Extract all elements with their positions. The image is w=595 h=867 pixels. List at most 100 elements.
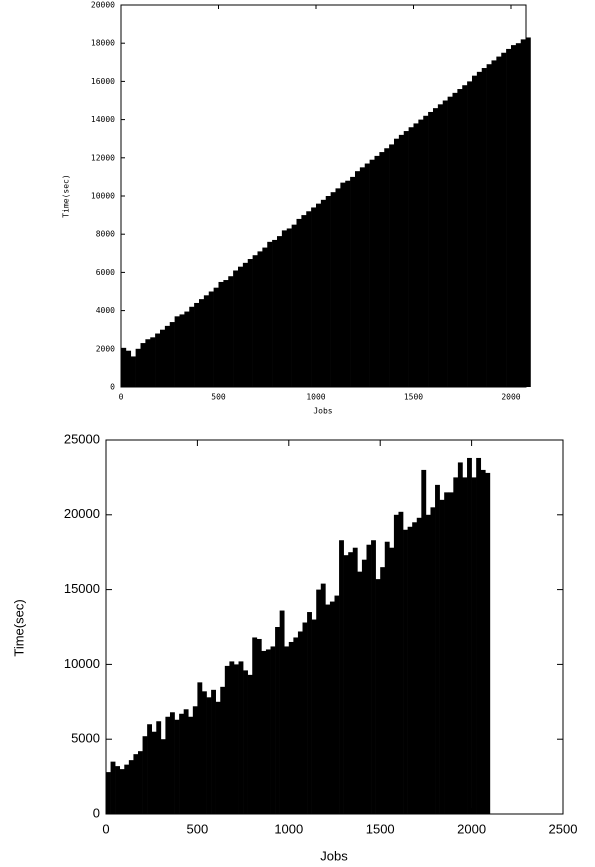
bar xyxy=(228,276,234,387)
bar xyxy=(281,230,288,387)
bar xyxy=(471,477,477,814)
bar xyxy=(393,514,399,814)
bar xyxy=(262,247,268,387)
bar xyxy=(137,751,143,814)
plot-frame xyxy=(105,439,564,815)
y-tick-label: 2000 xyxy=(96,344,115,353)
bar xyxy=(439,499,445,814)
bar xyxy=(174,719,180,814)
bar xyxy=(357,571,363,814)
y-tick-label: 8000 xyxy=(96,230,115,239)
bar xyxy=(423,115,429,387)
bar xyxy=(256,638,262,814)
bar xyxy=(330,192,336,387)
x-tick-label: 1500 xyxy=(366,821,395,836)
bar xyxy=(375,579,381,814)
bar xyxy=(179,314,185,387)
bar xyxy=(476,71,483,387)
y-axis-label: Time(sec) xyxy=(11,599,26,656)
bar xyxy=(481,68,487,387)
bar xyxy=(302,622,308,814)
bar xyxy=(128,760,134,814)
bar xyxy=(169,322,175,387)
bar xyxy=(238,661,244,814)
y-tick-label: 10000 xyxy=(64,656,100,671)
bar xyxy=(174,316,180,387)
bar xyxy=(233,270,239,387)
x-tick-label: 1000 xyxy=(274,821,303,836)
bar xyxy=(444,492,450,814)
bar xyxy=(198,299,205,387)
bar xyxy=(279,610,285,814)
bar xyxy=(364,163,370,387)
bar xyxy=(115,766,121,814)
bar xyxy=(398,134,405,387)
bar xyxy=(206,697,212,814)
bar xyxy=(267,241,273,387)
y-axis-label: Time(sec) xyxy=(62,174,71,217)
bar xyxy=(243,670,248,814)
bar xyxy=(320,199,327,387)
chart: 0200040006000800010000120001400016000180… xyxy=(62,1,531,416)
bar xyxy=(192,706,198,814)
x-tick-label: 0 xyxy=(102,821,109,836)
bar xyxy=(311,207,317,387)
bar xyxy=(316,589,322,814)
bar xyxy=(201,691,207,814)
bar xyxy=(403,131,409,387)
bar xyxy=(220,686,226,814)
bar xyxy=(140,343,146,387)
bar xyxy=(340,182,346,387)
bar xyxy=(270,646,276,814)
y-tick-label: 5000 xyxy=(71,731,100,746)
bar xyxy=(106,772,111,814)
bar xyxy=(325,604,331,814)
x-tick-label: 1500 xyxy=(404,393,423,402)
bar xyxy=(121,347,127,387)
x-tick-label: 500 xyxy=(187,821,209,836)
y-tick-label: 15000 xyxy=(64,581,100,596)
bar xyxy=(247,674,253,814)
bar xyxy=(293,637,299,814)
bar xyxy=(297,631,303,814)
bar xyxy=(491,60,497,387)
bar xyxy=(160,739,166,814)
bar xyxy=(237,266,244,387)
bar xyxy=(515,43,522,387)
bar xyxy=(462,477,468,814)
y-tick-label: 12000 xyxy=(91,153,115,162)
bar xyxy=(416,517,422,814)
bar xyxy=(335,188,341,387)
bar xyxy=(165,716,171,814)
bar xyxy=(354,171,361,387)
bar xyxy=(145,339,151,387)
bar xyxy=(257,251,263,387)
y-tick-label: 0 xyxy=(93,805,100,820)
bar xyxy=(286,228,292,387)
bar xyxy=(380,567,386,814)
bar xyxy=(384,148,390,387)
bar xyxy=(124,764,130,814)
bar xyxy=(188,716,194,814)
bar xyxy=(496,56,502,387)
bar xyxy=(480,469,486,814)
bar xyxy=(486,64,492,388)
bar xyxy=(350,176,356,387)
bar xyxy=(301,215,307,387)
bar xyxy=(223,280,229,387)
x-tick-label: 2500 xyxy=(549,821,578,836)
bar xyxy=(428,111,434,388)
bar xyxy=(485,472,491,814)
bar xyxy=(184,311,190,387)
bar xyxy=(421,469,427,814)
bar xyxy=(183,709,189,814)
x-tick-label: 500 xyxy=(211,393,226,402)
bar xyxy=(218,281,224,387)
x-axis-label: Jobs xyxy=(320,848,348,863)
y-tick-label: 20000 xyxy=(64,506,100,521)
bar xyxy=(135,348,141,387)
bar xyxy=(359,167,366,387)
bar xyxy=(435,484,440,814)
bar xyxy=(197,682,203,814)
bar xyxy=(467,457,472,814)
